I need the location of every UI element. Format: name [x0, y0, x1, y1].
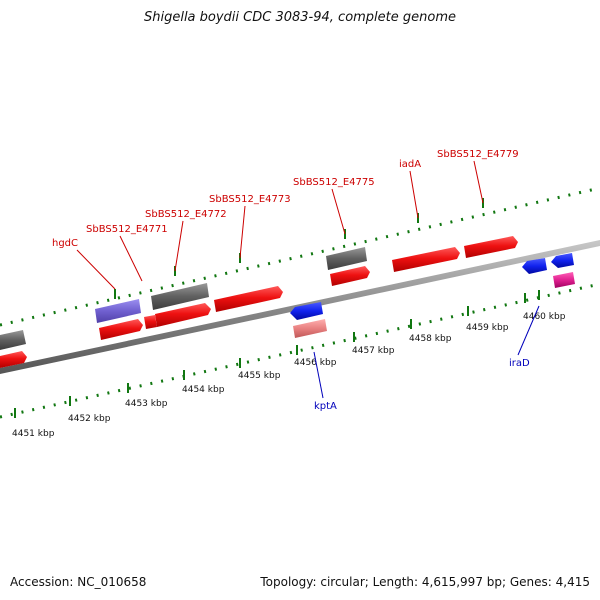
sbbs512-e4771-gene-arrow[interactable]	[144, 315, 157, 329]
pink-gene-block[interactable]	[553, 272, 575, 288]
kbp-label-4455: 4455 kbp	[238, 371, 281, 381]
sbbs512-e4775-gene-arrow[interactable]	[330, 266, 370, 286]
reverse-gene-arrow[interactable]	[522, 258, 547, 274]
sbbs512-e4775-gene-block[interactable]	[326, 247, 367, 270]
hgdc-gene-arrow[interactable]	[99, 319, 143, 340]
irad-gene-arrow[interactable]	[551, 253, 574, 268]
kbp-label-4456: 4456 kbp	[294, 358, 337, 368]
kbp-label-4453: 4453 kbp	[125, 399, 168, 409]
topology-label: Topology: circular; Length: 4,615,997 bp…	[260, 575, 590, 589]
genome-title: Shigella boydii CDC 3083-94, complete ge…	[143, 10, 457, 25]
gene-label-sbbs512-e4773[interactable]: SbBS512_E4773	[209, 194, 291, 205]
gene-label-hgdc[interactable]: hgdC	[52, 238, 78, 249]
hgdc-gene-block[interactable]	[95, 299, 141, 323]
sbbs512-e4772-gene-block[interactable]	[151, 283, 209, 310]
forward-gene-arrow[interactable]	[0, 351, 27, 368]
inner-major-ticks	[14, 290, 540, 418]
kpta-salmon-block[interactable]	[293, 319, 327, 338]
gene-label-iada[interactable]: iadA	[399, 159, 421, 170]
gene-label-sbbs512-e4772[interactable]: SbBS512_E4772	[145, 209, 227, 220]
sbbs512-e4773-gene-arrow[interactable]	[214, 286, 283, 312]
gene-label-sbbs512-e4771[interactable]: SbBS512_E4771	[86, 224, 168, 235]
kbp-label-4451: 4451 kbp	[12, 429, 55, 439]
kbp-label-4458: 4458 kbp	[409, 334, 452, 344]
kbp-label-4454: 4454 kbp	[182, 385, 225, 395]
accession-label: Accession: NC_010658	[10, 575, 147, 589]
kpta-gene-arrow[interactable]	[290, 302, 323, 320]
reverse-label-lines	[313, 305, 540, 399]
iada-gene-arrow[interactable]	[392, 247, 460, 272]
kbp-label-4459: 4459 kbp	[466, 323, 509, 333]
kbp-label-4457: 4457 kbp	[352, 346, 395, 356]
kbp-label-4452: 4452 kbp	[68, 414, 111, 424]
sbbs512-e4772-gene-arrow[interactable]	[155, 303, 211, 327]
sbbs512-e4779-gene-arrow[interactable]	[464, 236, 518, 258]
gene-label-sbbs512-e4775[interactable]: SbBS512_E4775	[293, 177, 375, 188]
gene-label-sbbs512-e4779[interactable]: SbBS512_E4779	[437, 149, 519, 160]
gene-label-kpta[interactable]: kptA	[314, 401, 337, 412]
kbp-label-4460: 4460 kbp	[523, 312, 566, 322]
pseudogene-block[interactable]	[0, 330, 26, 350]
forward-label-lines	[76, 160, 484, 290]
gene-label-irad[interactable]: iraD	[509, 358, 530, 369]
